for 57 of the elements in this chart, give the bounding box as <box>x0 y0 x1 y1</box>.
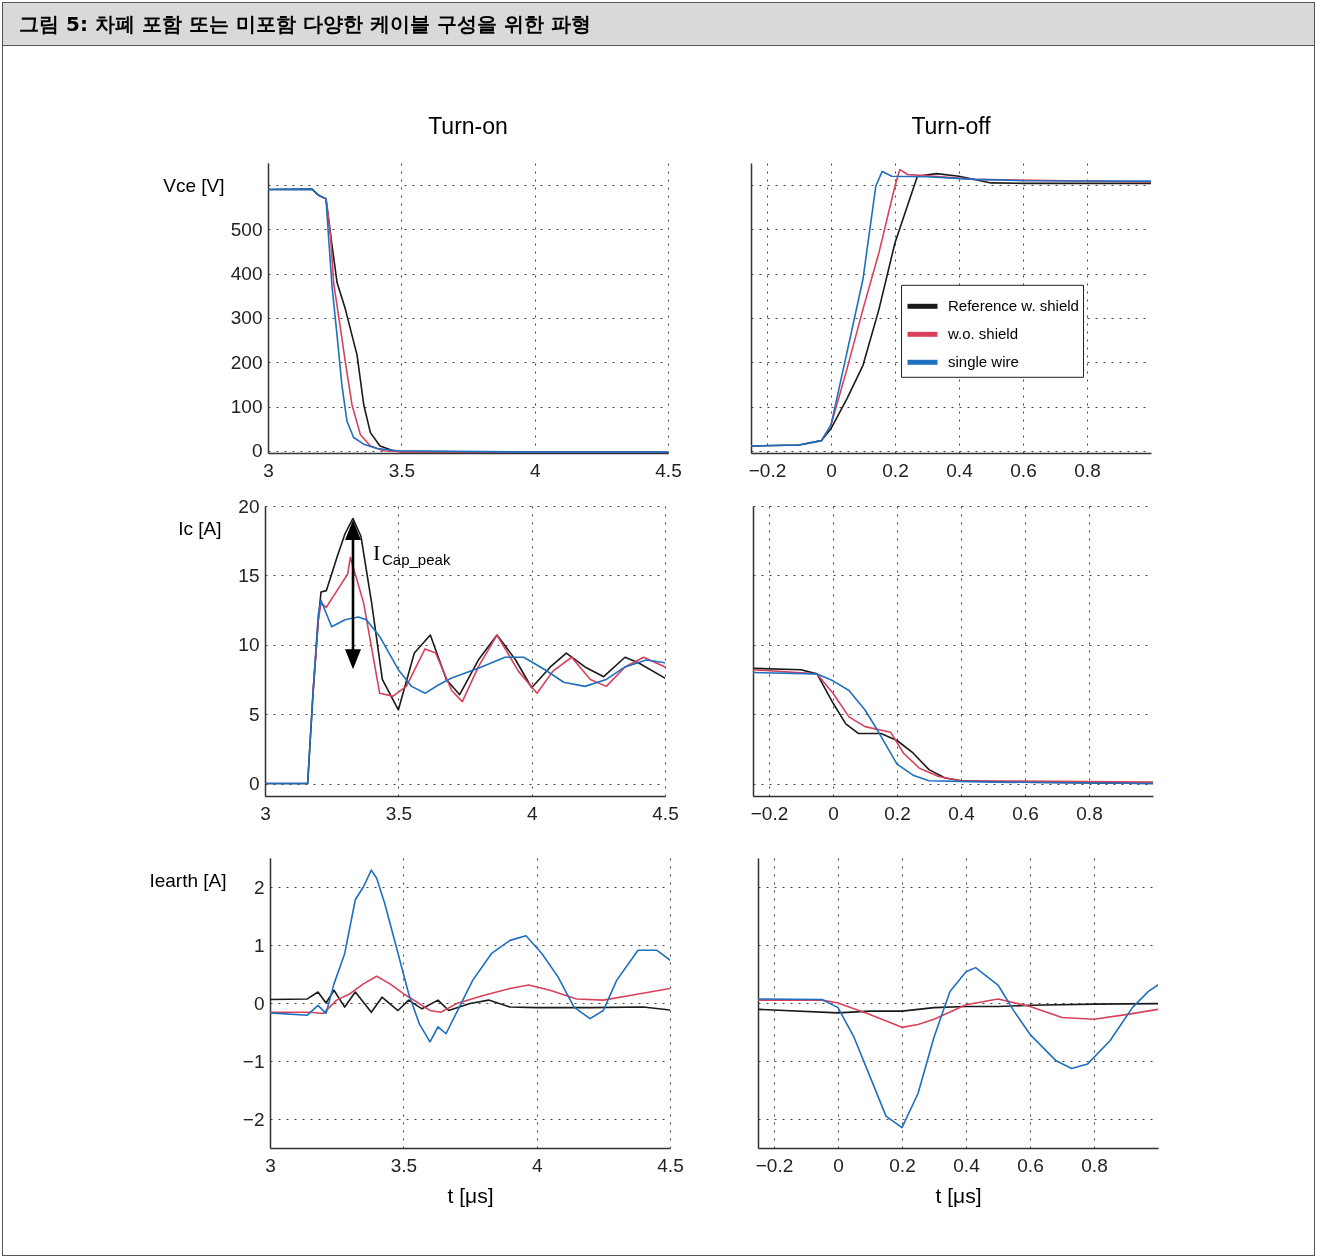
x-tick-label: 0.6 <box>1012 802 1039 824</box>
y-tick-label: 0 <box>251 440 263 462</box>
x-tick-label: 0 <box>833 1154 844 1176</box>
x-tick-label: 0.4 <box>946 459 974 481</box>
y-axis-title: Ic [A] <box>178 517 222 539</box>
x-tick-label: 0.8 <box>1074 459 1101 481</box>
x-tick-label: 3.5 <box>390 1154 418 1176</box>
x-tick-label: 0.8 <box>1076 802 1103 824</box>
x-tick-label: 3 <box>263 459 274 481</box>
y-tick-label: 15 <box>238 564 260 586</box>
x-tick-label: −0.2 <box>750 802 789 824</box>
chart-title: Turn-off <box>911 113 992 139</box>
x-tick-label: 4 <box>526 802 538 824</box>
y-tick-label: 400 <box>230 263 263 285</box>
x-tick-label: 0.6 <box>1010 459 1037 481</box>
y-tick-label: 20 <box>238 495 260 517</box>
y-tick-label: 5 <box>248 703 260 725</box>
x-tick-label: 4.5 <box>655 459 682 481</box>
y-tick-label: −1 <box>242 1050 265 1072</box>
x-tick-label: 0.6 <box>1017 1154 1044 1176</box>
x-axis-title: t [μs] <box>935 1183 982 1207</box>
x-tick-label: 4.5 <box>657 1154 684 1176</box>
x-tick-label: 0.4 <box>953 1154 981 1176</box>
x-tick-label: 0.8 <box>1081 1154 1108 1176</box>
y-tick-label: 200 <box>230 351 263 373</box>
x-tick-label: 0 <box>826 459 837 481</box>
y-tick-label: 500 <box>230 218 263 240</box>
y-axis-title: Iearth [A] <box>149 869 227 891</box>
legend-label: w.o. shield <box>947 325 1019 343</box>
caption: 그림 5: 차폐 포함 또는 미포함 다양한 케이블 구성을 위한 파형 <box>19 12 591 36</box>
x-tick-label: 0.2 <box>884 802 911 824</box>
x-tick-label: 0.4 <box>948 802 976 824</box>
x-tick-label: 0.2 <box>882 459 909 481</box>
x-axis-title: t [μs] <box>447 1183 494 1207</box>
x-tick-label: 4 <box>531 1154 543 1176</box>
x-tick-label: 3 <box>265 1154 276 1176</box>
x-tick-label: 4.5 <box>652 802 679 824</box>
y-tick-label: 2 <box>253 876 265 898</box>
x-tick-label: 3.5 <box>388 459 416 481</box>
x-tick-label: 3.5 <box>385 802 413 824</box>
x-tick-label: −0.2 <box>748 459 787 481</box>
y-tick-label: 0 <box>253 992 265 1014</box>
y-tick-label: −2 <box>242 1108 265 1130</box>
legend-label: Reference w. shield <box>948 297 1079 315</box>
y-tick-label: 100 <box>230 396 263 418</box>
x-tick-label: 4 <box>529 459 541 481</box>
x-tick-label: 0 <box>828 802 839 824</box>
y-tick-label: 10 <box>238 634 260 656</box>
y-tick-label: 0 <box>248 773 260 795</box>
y-tick-label: 1 <box>253 934 265 956</box>
x-tick-label: 0.2 <box>889 1154 916 1176</box>
y-axis-title: Vce [V] <box>163 174 225 196</box>
legend-label: single wire <box>948 353 1019 371</box>
x-tick-label: −0.2 <box>755 1154 794 1176</box>
x-tick-label: 3 <box>260 802 271 824</box>
chart-title: Turn-on <box>428 113 508 139</box>
y-tick-label: 300 <box>230 307 263 329</box>
